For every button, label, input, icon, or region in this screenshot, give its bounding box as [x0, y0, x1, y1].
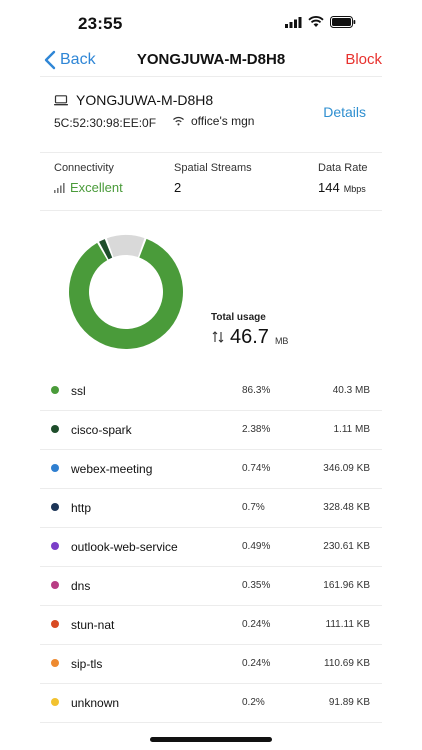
app-percent: 2.38% — [242, 424, 271, 435]
app-usage: 91.89 KB — [328, 697, 370, 708]
spatial-streams-label: Spatial Streams — [174, 162, 252, 174]
connectivity-value: Excellent — [70, 180, 123, 195]
app-percent: 0.7% — [242, 502, 265, 513]
app-usage: 40.3 MB — [332, 385, 370, 396]
data-rate-unit: Mbps — [343, 184, 366, 194]
app-name: stun-nat — [71, 618, 115, 632]
app-usage: 346.09 KB — [323, 463, 370, 474]
chevron-left-icon — [44, 50, 56, 70]
app-color-dot — [51, 581, 59, 589]
block-button[interactable]: Block — [345, 51, 382, 68]
device-name-row: YONGJUWA-M-D8H8 — [54, 92, 213, 108]
signal-strength-icon — [54, 183, 65, 193]
list-item[interactable]: http 0.7% 328.48 KB — [40, 489, 382, 528]
app-color-dot — [51, 503, 59, 511]
app-name: webex-meeting — [71, 462, 153, 476]
connection-stats: Connectivity Excellent Spatial Streams 2… — [40, 152, 382, 211]
list-item[interactable]: ssl 86.3% 40.3 MB — [40, 372, 382, 411]
donut-slice-ssl — [69, 238, 183, 349]
app-name: outlook-web-service — [71, 540, 178, 554]
ssid-label: office's mgn — [191, 114, 255, 128]
navigation-bar: Back YONGJUWA-M-D8H8 Block — [40, 44, 382, 77]
device-name: YONGJUWA-M-D8H8 — [76, 92, 214, 108]
usage-donut-chart — [69, 235, 183, 349]
app-usage: 328.48 KB — [323, 502, 370, 513]
app-percent: 0.24% — [242, 658, 271, 669]
app-percent: 0.2% — [242, 697, 265, 708]
app-usage: 230.61 KB — [323, 541, 370, 552]
battery-icon — [330, 16, 356, 28]
back-label: Back — [60, 51, 96, 68]
list-item[interactable]: outlook-web-service 0.49% 230.61 KB — [40, 528, 382, 567]
app-percent: 86.3% — [242, 385, 271, 396]
laptop-icon — [54, 94, 68, 105]
app-usage: 161.96 KB — [323, 580, 370, 591]
app-color-dot — [51, 386, 59, 394]
data-rate-value: 144 — [318, 180, 340, 195]
spatial-streams-stat: Spatial Streams 2 — [174, 162, 252, 195]
total-usage-label: Total usage — [211, 312, 266, 323]
app-color-dot — [51, 659, 59, 667]
connectivity-value-row: Excellent — [54, 180, 123, 195]
app-name: cisco-spark — [71, 423, 132, 437]
data-rate-label: Data Rate — [318, 162, 368, 174]
home-indicator — [150, 737, 272, 742]
app-color-dot — [51, 620, 59, 628]
total-usage-value: 46.7 — [230, 326, 269, 348]
data-rate-value-row: 144 Mbps — [318, 180, 368, 195]
donut-slice-cisco-spark — [99, 239, 113, 260]
app-name: dns — [71, 579, 91, 593]
app-usage: 111.11 KB — [325, 619, 370, 630]
app-usage: 110.69 KB — [324, 658, 370, 669]
connectivity-label: Connectivity — [54, 162, 114, 174]
status-bar: 23:55 — [0, 0, 422, 44]
cellular-signal-icon — [285, 16, 302, 28]
page-title: YONGJUWA-M-D8H8 — [136, 51, 286, 68]
connectivity-stat: Connectivity Excellent — [54, 162, 123, 195]
up-down-arrows-icon — [212, 331, 224, 343]
usage-chart-area: Total usage 46.7 MB — [40, 210, 382, 370]
list-item[interactable]: sip-tls 0.24% 110.69 KB — [40, 645, 382, 684]
app-color-dot — [51, 542, 59, 550]
app-color-dot — [51, 698, 59, 706]
app-color-dot — [51, 425, 59, 433]
total-usage-row: 46.7 MB — [212, 326, 288, 349]
app-percent: 0.49% — [242, 541, 271, 552]
application-usage-list: ssl 86.3% 40.3 MB cisco-spark 2.38% 1.11 MB we… — [40, 372, 382, 723]
total-usage-unit: MB — [274, 336, 289, 346]
app-percent: 0.24% — [242, 619, 271, 630]
device-mac-address: 5C:52:30:98:EE:0F — [54, 116, 157, 130]
app-percent: 0.74% — [242, 463, 271, 474]
device-ssid: office's mgn — [172, 114, 254, 128]
back-button[interactable]: Back — [44, 50, 96, 70]
details-link[interactable]: Details — [323, 104, 366, 120]
app-name: sip-tls — [71, 657, 103, 671]
app-color-dot — [51, 464, 59, 472]
list-item[interactable]: unknown 0.2% 91.89 KB — [40, 684, 382, 723]
status-icons — [285, 16, 356, 28]
app-percent: 0.35% — [242, 580, 271, 591]
app-name: ssl — [71, 384, 86, 398]
list-item[interactable]: cisco-spark 2.38% 1.11 MB — [40, 411, 382, 450]
app-name: unknown — [71, 696, 120, 710]
spatial-streams-value: 2 — [174, 180, 182, 195]
status-time: 23:55 — [78, 14, 123, 33]
list-item[interactable]: dns 0.35% 161.96 KB — [40, 567, 382, 606]
list-item[interactable]: webex-meeting 0.74% 346.09 KB — [40, 450, 382, 489]
device-info: YONGJUWA-M-D8H8 5C:52:30:98:EE:0F office… — [40, 76, 382, 153]
donut-slice-other — [106, 235, 145, 258]
app-name: http — [71, 501, 92, 515]
app-usage: 1.11 MB — [333, 424, 371, 435]
data-rate-stat: Data Rate 144 Mbps — [318, 162, 368, 195]
list-item[interactable]: stun-nat 0.24% 111.11 KB — [40, 606, 382, 645]
wifi-icon — [173, 116, 184, 126]
wifi-icon — [308, 16, 324, 27]
